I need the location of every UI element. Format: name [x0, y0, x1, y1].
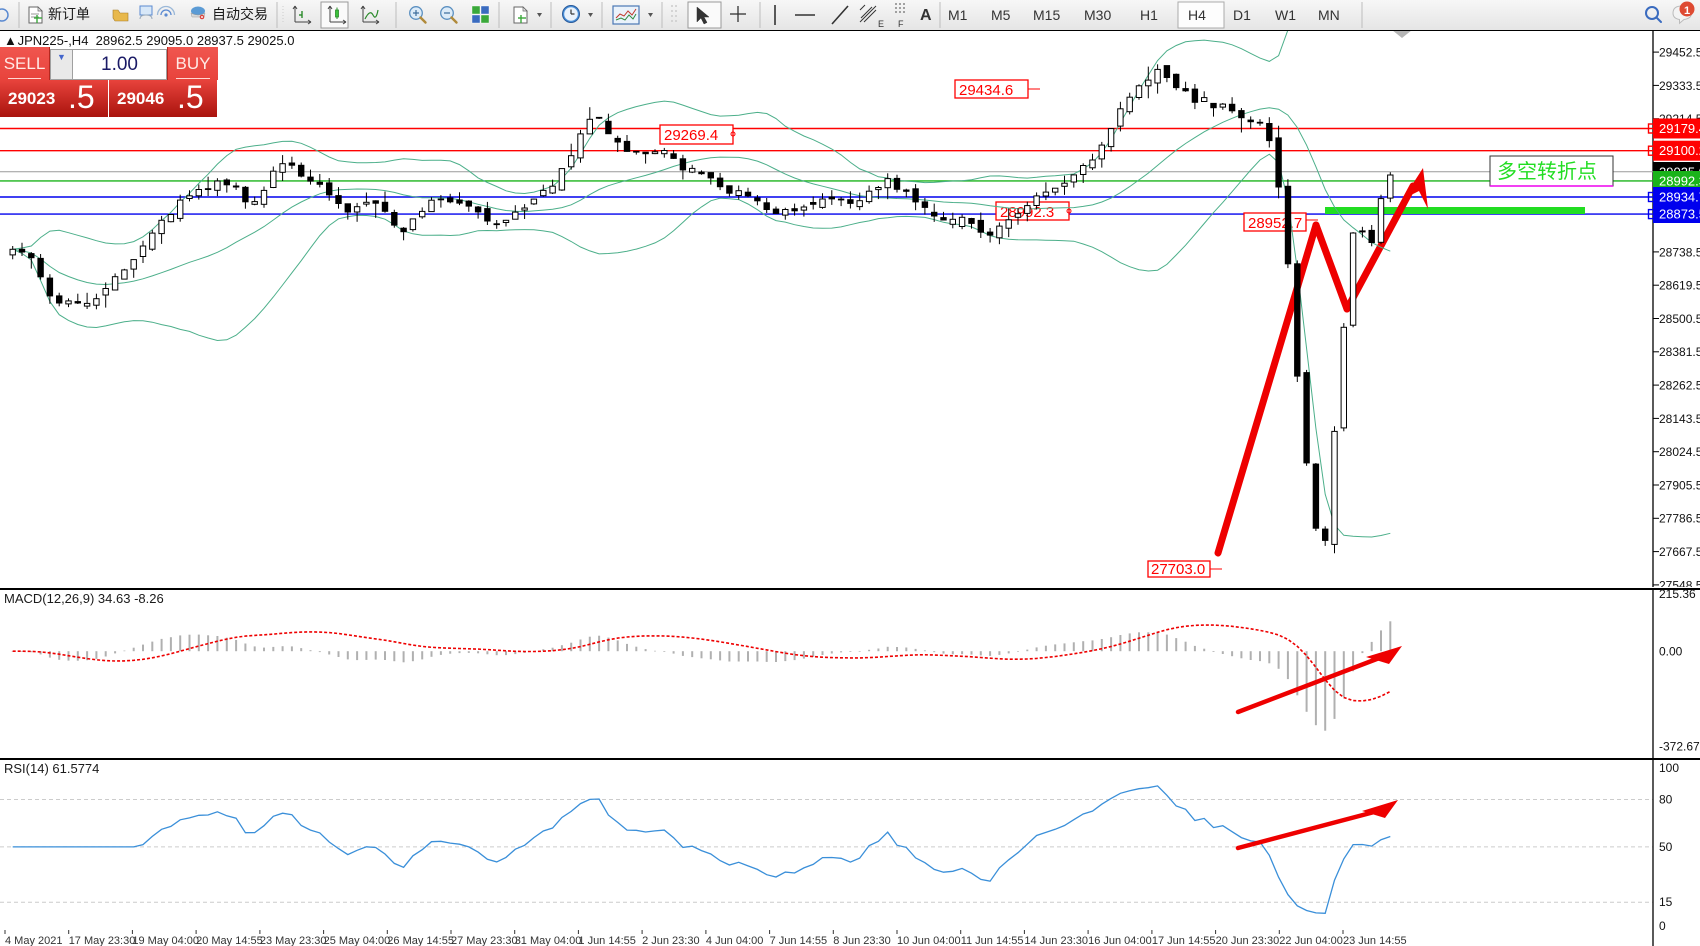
svg-text:7 Jun 14:55: 7 Jun 14:55 [770, 935, 828, 946]
svg-text:20 Jun 23:30: 20 Jun 23:30 [1216, 935, 1280, 946]
svg-text:自动交易: 自动交易 [212, 6, 268, 22]
svg-text:0.00: 0.00 [1659, 645, 1683, 659]
svg-text:10 Jun 04:00: 10 Jun 04:00 [897, 935, 961, 946]
svg-text:15: 15 [1659, 895, 1673, 909]
svg-text:M5: M5 [991, 7, 1011, 23]
svg-text:50: 50 [1659, 840, 1673, 854]
svg-text:4 Jun 04:00: 4 Jun 04:00 [706, 935, 764, 946]
svg-text:100: 100 [1659, 761, 1679, 775]
svg-text:M30: M30 [1084, 7, 1111, 23]
svg-text:27 May 23:30: 27 May 23:30 [451, 935, 518, 946]
svg-text:17 Jun 14:55: 17 Jun 14:55 [1152, 935, 1216, 946]
svg-text:4 May 2021: 4 May 2021 [5, 935, 62, 946]
svg-text:26 May 14:55: 26 May 14:55 [387, 935, 454, 946]
svg-text:A: A [920, 7, 932, 24]
svg-text:8 Jun 23:30: 8 Jun 23:30 [833, 935, 891, 946]
svg-text:16 Jun 04:00: 16 Jun 04:00 [1088, 935, 1152, 946]
svg-text:M1: M1 [948, 7, 968, 23]
svg-text:新订单: 新订单 [48, 6, 90, 22]
svg-text:11 Jun 14:55: 11 Jun 14:55 [961, 935, 1024, 946]
svg-text:22 Jun 04:00: 22 Jun 04:00 [1279, 935, 1343, 946]
svg-text:20 May 14:55: 20 May 14:55 [196, 935, 263, 946]
svg-text:1: 1 [1684, 5, 1690, 17]
svg-text:D1: D1 [1233, 7, 1251, 23]
svg-text:23 Jun 14:55: 23 Jun 14:55 [1343, 935, 1407, 946]
svg-text:1 Jun 14:55: 1 Jun 14:55 [578, 935, 636, 946]
svg-text:H4: H4 [1188, 7, 1206, 23]
svg-text:80: 80 [1659, 793, 1673, 807]
svg-text:14 Jun 23:30: 14 Jun 23:30 [1024, 935, 1088, 946]
svg-text:-372.67: -372.67 [1659, 740, 1700, 754]
svg-text:E: E [878, 19, 884, 29]
svg-text:M15: M15 [1033, 7, 1060, 23]
svg-text:17 May 23:30: 17 May 23:30 [69, 935, 136, 946]
svg-text:2 Jun 23:30: 2 Jun 23:30 [642, 935, 700, 946]
svg-text:F: F [898, 19, 904, 29]
svg-text:19 May 04:00: 19 May 04:00 [132, 935, 199, 946]
svg-text:23 May 23:30: 23 May 23:30 [260, 935, 327, 946]
svg-text:W1: W1 [1275, 7, 1296, 23]
svg-text:215.36: 215.36 [1659, 590, 1696, 601]
svg-text:25 May 04:00: 25 May 04:00 [324, 935, 391, 946]
svg-text:MN: MN [1318, 7, 1340, 23]
svg-text:31 May 04:00: 31 May 04:00 [515, 935, 582, 946]
svg-text:0: 0 [1659, 919, 1666, 933]
svg-text:H1: H1 [1140, 7, 1158, 23]
